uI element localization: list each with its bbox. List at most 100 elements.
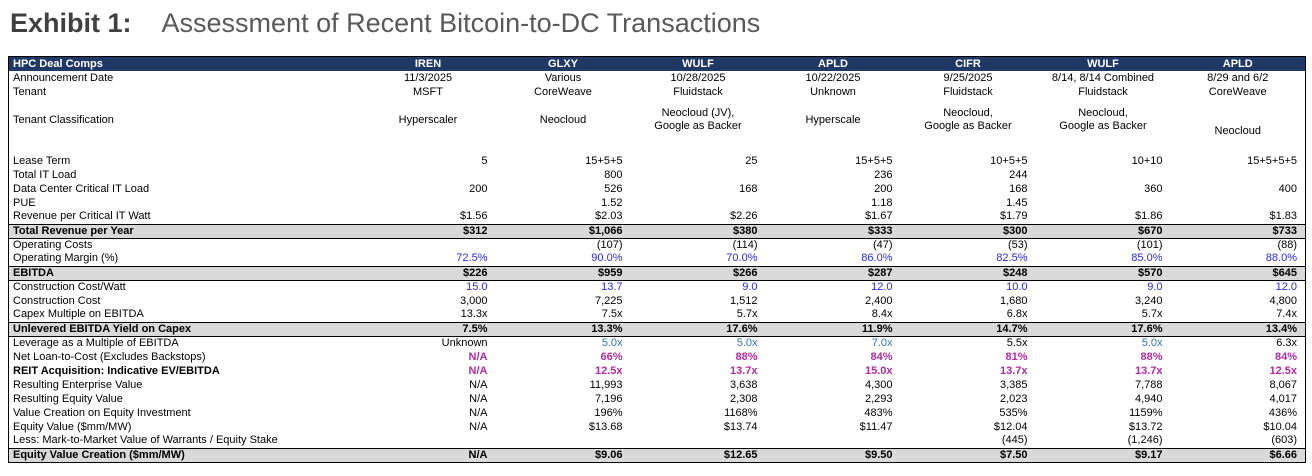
cell xyxy=(631,434,766,448)
table-row: Revenue per Critical IT Watt $1.56 $2.03 $2… xyxy=(9,210,1306,224)
cell: $1.56 xyxy=(459,210,488,223)
table-row: Leverage as a Multiple of EBITDA Unknown 5… xyxy=(9,336,1306,350)
column-header-wulf: WULF xyxy=(1035,56,1171,71)
cell: 1,512 xyxy=(729,294,758,307)
cell xyxy=(1036,196,1171,210)
cell xyxy=(1171,196,1306,210)
cell: $9.17 xyxy=(1035,447,1171,463)
cell: 13.3x xyxy=(460,308,488,321)
cell: 13.7x xyxy=(999,364,1028,377)
cell: 7,788 xyxy=(1134,378,1163,391)
column-header-glxy: GLXY xyxy=(495,56,631,71)
row-label: Construction Cost/Watt xyxy=(13,280,126,293)
table-row: Lease Term 5 15+5+5 25 15+5+5 10+5+5 10+10 15+5… xyxy=(9,154,1306,168)
table-row: Operating Costs (107) (114) (47) (53) (101) (8… xyxy=(9,238,1306,252)
exhibit-text: Assessment of Recent Bitcoin-to-DC Trans… xyxy=(161,8,761,38)
cell: 11,993 xyxy=(589,378,623,391)
cell: 5.7x xyxy=(736,308,758,321)
cell: 4,017 xyxy=(1269,392,1297,405)
cell: 168 xyxy=(1009,182,1028,195)
row-label: Unlevered EBITDA Yield on Capex xyxy=(8,321,361,337)
cell: 70.0% xyxy=(726,252,758,265)
page: Exhibit 1: Assessment of Recent Bitcoin-t… xyxy=(8,8,1306,463)
cell xyxy=(361,196,496,210)
table-row: Unlevered EBITDA Yield on Capex 7.5% 13.3%… xyxy=(8,321,1306,337)
cell: 5.0x xyxy=(1141,336,1163,349)
cell: 13.7x xyxy=(729,364,758,377)
cell: 13.3% xyxy=(495,321,631,337)
row-label: Announcement Date xyxy=(13,71,114,84)
cell: (53) xyxy=(1007,238,1028,251)
row-label: Resulting Enterprise Value xyxy=(13,378,143,391)
row-label: Resulting Equity Value xyxy=(13,392,123,405)
cell: 88% xyxy=(735,350,758,363)
cell: $13.72 xyxy=(1128,420,1163,433)
table-row: Resulting Enterprise Value N/A 11,993 3,638… xyxy=(9,378,1306,392)
cell: (47) xyxy=(872,238,893,251)
cell: 5.0x xyxy=(736,336,758,349)
cell xyxy=(496,141,631,154)
cell: CoreWeave xyxy=(534,85,592,98)
cell: 90.0% xyxy=(591,252,623,265)
table-row: Data Center Critical IT Load 200 526 168 200… xyxy=(9,182,1306,196)
cell: Hyperscaler xyxy=(398,113,458,126)
table-row: REIT Acquisition: Indicative EV/EBITDA N/… xyxy=(9,364,1306,378)
cell: 9/25/2025 xyxy=(943,71,993,84)
cell: 1,680 xyxy=(999,294,1028,307)
cell: 2,308 xyxy=(729,392,758,405)
cell: 3,240 xyxy=(1134,294,1163,307)
cell: 17.6% xyxy=(1035,321,1171,337)
cell: 9.0 xyxy=(1147,280,1163,293)
table-row: Operating Margin (%) 72.5% 90.0% 70.0% 86.0%… xyxy=(9,252,1306,266)
table-row: PUE 1.52 1.18 1.45 xyxy=(9,196,1306,210)
cell: 7,225 xyxy=(594,294,623,307)
cell: 200 xyxy=(874,182,893,195)
cell: 483% xyxy=(864,406,893,419)
cell: 7,196 xyxy=(594,392,623,405)
cell xyxy=(766,141,901,154)
cell: 10.0 xyxy=(1006,280,1028,293)
table-row: Equity Value Creation ($mm/MW) N/A $9.06 $1… xyxy=(8,447,1306,463)
cell: 72.5% xyxy=(456,252,488,265)
table-row: Announcement Date 11/3/2025 Various 10/28/2… xyxy=(9,71,1306,85)
cell: 8/14, 8/14 Combined xyxy=(1051,71,1155,84)
cell: 196% xyxy=(594,406,623,419)
cell: 12.5x xyxy=(1269,364,1297,377)
cell: (107) xyxy=(596,238,623,251)
table-row: Tenant MSFT CoreWeave Fluidstack Unknown Flui… xyxy=(9,85,1306,99)
cell: Neocloud xyxy=(1214,125,1261,137)
cell: $300 xyxy=(900,223,1036,239)
cell: 11.9% xyxy=(765,321,901,337)
spacer-row xyxy=(9,141,1306,154)
cell xyxy=(361,434,496,448)
column-header-apld: APLD xyxy=(765,56,901,71)
cell: Fluidstack xyxy=(943,85,993,98)
cell: (101) xyxy=(1136,238,1163,251)
cell: $1.86 xyxy=(1134,210,1163,223)
cell xyxy=(361,238,496,252)
cell: $733 xyxy=(1170,223,1306,239)
cell: 13.4% xyxy=(1170,321,1306,337)
hpc-deal-comps-table: HPC Deal Comps IREN GLXY WULF APLD CIFR WULF A… xyxy=(8,56,1306,463)
cell: Neocloud, Google as Backer xyxy=(1059,107,1147,132)
cell: 10+10 xyxy=(1131,154,1163,167)
cell: 1168% xyxy=(724,406,758,419)
table-row: Less: Mark-to-Market Value of Warrants /… xyxy=(9,434,1306,448)
cell: 86.0% xyxy=(861,252,893,265)
cell: Unknown xyxy=(441,336,488,349)
cell: 436% xyxy=(1268,406,1297,419)
row-label: Equity Value Creation ($mm/MW) xyxy=(8,447,361,463)
row-label: Total Revenue per Year xyxy=(8,223,361,239)
cell: $248 xyxy=(900,265,1036,281)
cell: $13.74 xyxy=(723,420,758,433)
cell: $570 xyxy=(1035,265,1171,281)
cell: $1.83 xyxy=(1269,210,1297,223)
cell: Various xyxy=(544,71,582,84)
cell: 3,000 xyxy=(459,294,488,307)
cell: (445) xyxy=(1001,434,1028,447)
cell: 2,400 xyxy=(864,294,893,307)
cell: 10/22/2025 xyxy=(805,71,861,84)
cell: 200 xyxy=(469,182,488,195)
cell: 88% xyxy=(1140,350,1163,363)
cell: 3,385 xyxy=(999,378,1028,391)
